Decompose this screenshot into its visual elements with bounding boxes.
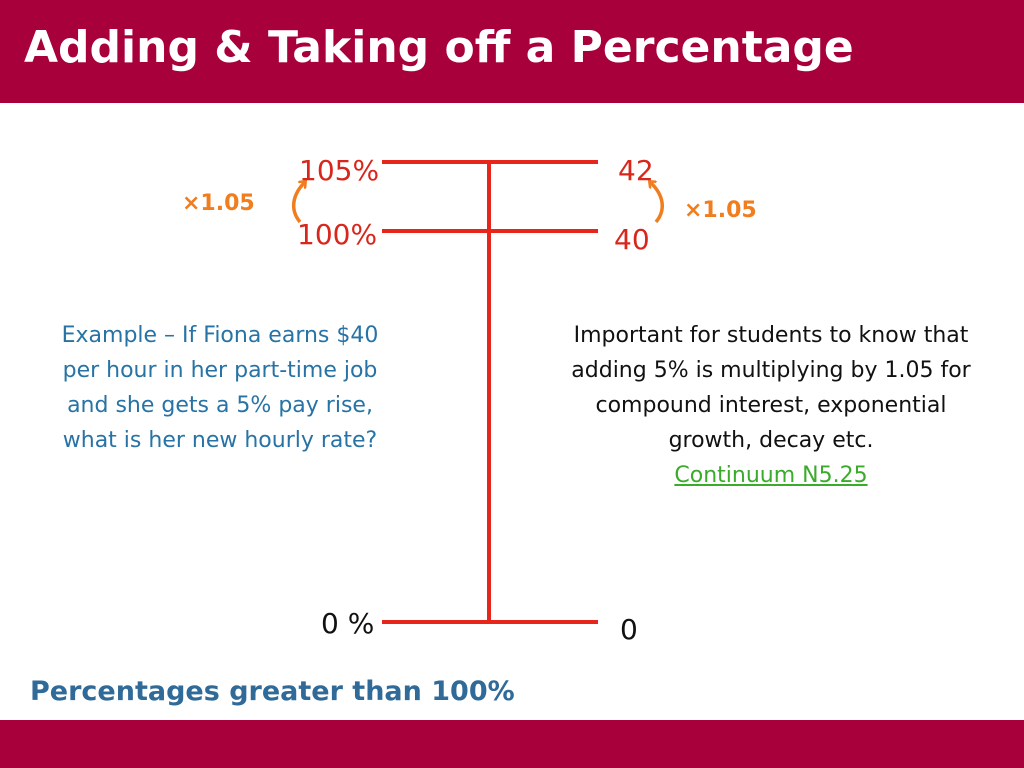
- left-curved-arrow-icon: [292, 182, 305, 224]
- note-block: Important for students to know that addi…: [556, 318, 986, 493]
- example-text: Example – If Fiona earns $40 per hour in…: [61, 323, 379, 453]
- right-multiplier-label: ×1.05: [684, 198, 757, 223]
- footer-bar: [0, 720, 1024, 768]
- slide-subtitle: Percentages greater than 100%: [30, 676, 515, 707]
- left-label-0: 0 %: [321, 607, 375, 640]
- right-label-0: 0: [620, 613, 638, 646]
- slide-title: Adding & Taking off a Percentage: [24, 22, 854, 73]
- left-label-100: 100%: [297, 218, 378, 251]
- right-label-42: 42: [618, 154, 654, 187]
- continuum-link[interactable]: Continuum N5.25: [674, 463, 868, 488]
- left-label-105: 105%: [299, 154, 380, 187]
- title-bar: Adding & Taking off a Percentage: [0, 0, 1024, 103]
- left-multiplier-label: ×1.05: [182, 191, 255, 216]
- note-text: Important for students to know that addi…: [571, 323, 971, 453]
- right-curved-arrow-icon: [650, 182, 664, 224]
- right-label-40: 40: [614, 223, 650, 256]
